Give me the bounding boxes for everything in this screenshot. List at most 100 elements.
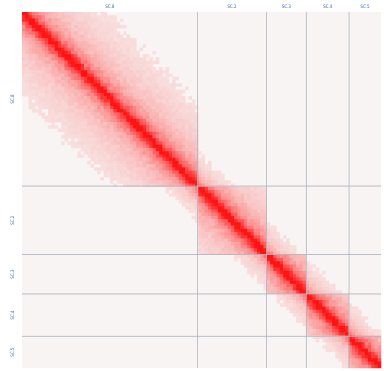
- heatmap-cell: [51, 125, 55, 129]
- heatmap-cell: [250, 261, 254, 265]
- heatmap-cell: [224, 209, 228, 213]
- heatmap-cell: [279, 293, 284, 298]
- heatmap-cell: [48, 15, 52, 19]
- heatmap-cell: [44, 118, 49, 123]
- heatmap-cell: [67, 86, 72, 90]
- heatmap-cell: [351, 332, 356, 336]
- heatmap-cell: [38, 57, 42, 61]
- heatmap-cell: [188, 177, 192, 181]
- heatmap-cell: [64, 44, 68, 48]
- heatmap-cell: [230, 215, 235, 220]
- heatmap-cell: [191, 199, 196, 204]
- heatmap-cell: [348, 342, 352, 346]
- heatmap-cell: [270, 277, 274, 281]
- heatmap-cell: [322, 277, 326, 281]
- heatmap-cell: [132, 54, 137, 58]
- heatmap-cell: [188, 202, 192, 207]
- heatmap-cell: [97, 131, 101, 136]
- heatmap-cell: [253, 245, 258, 249]
- heatmap-cell: [74, 37, 78, 42]
- heatmap-cell: [129, 170, 134, 175]
- heatmap-cell: [374, 329, 378, 333]
- heatmap-cell: [211, 228, 215, 233]
- heatmap-cell: [126, 138, 130, 142]
- heatmap-cell: [136, 144, 140, 149]
- heatmap-cell: [273, 241, 277, 246]
- heatmap-cell: [100, 63, 104, 68]
- heatmap-cell: [270, 287, 274, 291]
- heatmap-cell: [132, 105, 137, 110]
- heatmap-cell: [84, 105, 88, 110]
- heatmap-cell: [123, 173, 127, 178]
- heatmap-cell: [279, 277, 284, 281]
- heatmap-cell: [155, 183, 160, 188]
- heatmap-cell: [332, 319, 336, 323]
- heatmap-cell: [136, 160, 140, 165]
- heatmap-cell: [97, 63, 101, 68]
- heatmap-cell: [97, 102, 101, 107]
- heatmap-cell: [116, 76, 121, 81]
- heatmap-cell: [22, 70, 26, 74]
- heatmap-cell: [110, 160, 114, 165]
- heatmap-cell: [201, 245, 206, 249]
- heatmap-cell: [70, 125, 75, 129]
- heatmap-cell: [35, 18, 39, 22]
- heatmap-cell: [247, 261, 251, 265]
- heatmap-cell: [309, 264, 313, 268]
- heatmap-cell: [119, 141, 124, 145]
- heatmap-cell: [302, 270, 307, 275]
- heatmap-cell: [132, 41, 137, 45]
- heatmap-cell: [371, 348, 375, 353]
- heatmap-cell: [103, 105, 108, 110]
- heatmap-cell: [31, 44, 36, 48]
- heatmap-cell: [332, 303, 336, 307]
- heatmap-cell: [136, 86, 140, 90]
- heatmap-cell: [129, 118, 134, 123]
- heatmap-cell: [185, 115, 189, 120]
- heatmap-cell: [142, 167, 147, 171]
- heatmap-cell: [208, 215, 212, 220]
- heatmap-cell: [77, 151, 81, 155]
- heatmap-cell: [185, 154, 189, 158]
- heatmap-cell: [217, 199, 222, 204]
- heatmap-cell: [162, 70, 166, 74]
- heatmap-cell: [103, 37, 108, 42]
- heatmap-cell: [57, 63, 62, 68]
- heatmap-cell: [289, 293, 294, 298]
- heatmap-cell: [25, 60, 29, 65]
- heatmap-cell: [318, 329, 323, 333]
- heatmap-cell: [263, 232, 268, 236]
- heatmap-cell: [175, 154, 179, 158]
- heatmap-cell: [44, 105, 49, 110]
- heatmap-cell: [325, 325, 330, 330]
- heatmap-cell: [217, 241, 222, 246]
- heatmap-cell: [80, 60, 85, 65]
- heatmap-cell: [299, 277, 303, 281]
- heatmap-cell: [227, 245, 232, 249]
- heatmap-cell: [345, 319, 349, 323]
- heatmap-cell: [70, 86, 75, 90]
- heatmap-cell: [247, 238, 251, 243]
- heatmap-cell: [90, 18, 95, 22]
- heatmap-cell: [162, 105, 166, 110]
- heatmap-cell: [348, 361, 352, 366]
- heatmap-cell: [335, 325, 339, 330]
- heatmap-cell: [110, 112, 114, 116]
- heatmap-cell: [41, 57, 46, 61]
- heatmap-cell: [292, 287, 297, 291]
- heatmap-cell: [191, 157, 196, 162]
- heatmap-cell: [97, 115, 101, 120]
- heatmap-cell: [302, 322, 307, 327]
- heatmap-cell: [159, 138, 163, 142]
- heatmap-cell: [35, 41, 39, 45]
- heatmap-cell: [194, 173, 199, 178]
- heatmap-cell: [305, 322, 310, 327]
- heatmap-cell: [312, 264, 316, 268]
- heatmap-cell: [139, 83, 143, 87]
- heatmap-cell: [237, 228, 241, 233]
- heatmap-cell: [178, 105, 183, 110]
- heatmap-cell: [38, 89, 42, 94]
- heatmap-cell: [191, 105, 196, 110]
- heatmap-cell: [351, 348, 356, 353]
- heatmap-cell: [165, 186, 170, 191]
